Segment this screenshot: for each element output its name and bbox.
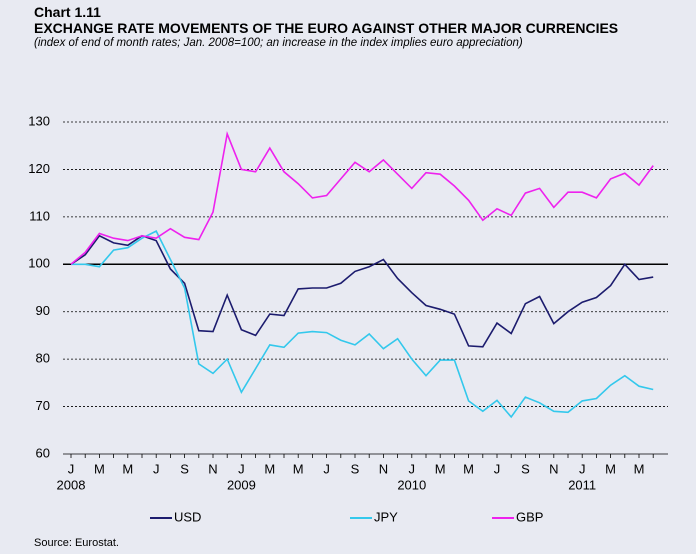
y-tick-label: 70 <box>36 398 50 413</box>
legend-label: JPY <box>374 509 398 524</box>
x-tick-label: M <box>463 461 474 476</box>
x-tick-label: J <box>68 461 75 476</box>
y-tick-label: 90 <box>36 303 50 318</box>
y-tick-label: 60 <box>36 445 50 460</box>
x-tick-label: M <box>605 461 616 476</box>
x-tick-label: J <box>579 461 586 476</box>
x-tick-label: M <box>634 461 645 476</box>
y-tick-label: 100 <box>28 256 50 271</box>
header: Chart 1.11 EXCHANGE RATE MOVEMENTS OF TH… <box>34 4 684 51</box>
x-tick-label: J <box>153 461 160 476</box>
x-tick-label: J <box>323 461 330 476</box>
series-line <box>70 131 654 265</box>
chart-label: Chart 1.11 <box>34 4 101 20</box>
series-line <box>71 230 654 419</box>
x-tick-label: M <box>94 461 105 476</box>
x-tick-label: S <box>180 461 189 476</box>
legend-label: GBP <box>516 509 543 524</box>
year-label: 2008 <box>57 477 86 492</box>
legend-label: USD <box>174 509 201 524</box>
x-tick-label: S <box>351 461 360 476</box>
x-tick-label: S <box>521 461 530 476</box>
source: Source: Eurostat. <box>34 537 119 549</box>
x-tick-label: J <box>409 461 416 476</box>
x-tick-label: M <box>435 461 446 476</box>
y-tick-label: 130 <box>28 113 50 128</box>
year-label: 2009 <box>227 477 256 492</box>
y-tick-label: 110 <box>29 208 50 223</box>
series-line <box>70 234 654 348</box>
y-tick-label: 120 <box>28 161 50 176</box>
year-label: 2010 <box>397 477 426 492</box>
x-tick-label: M <box>264 461 275 476</box>
x-tick-label: N <box>379 461 388 476</box>
year-label: 2011 <box>568 477 596 492</box>
chart-subtitle: (index of end of month rates; Jan. 2008=… <box>34 37 523 49</box>
chart-title: EXCHANGE RATE MOVEMENTS OF THE EURO AGAI… <box>34 20 619 36</box>
x-tick-label: N <box>549 461 558 476</box>
x-tick-label: M <box>293 461 304 476</box>
x-tick-label: N <box>208 461 217 476</box>
x-tick-label: J <box>238 461 245 476</box>
x-tick-label: M <box>122 461 133 476</box>
y-tick-label: 80 <box>36 351 50 366</box>
x-tick-label: J <box>494 461 501 476</box>
